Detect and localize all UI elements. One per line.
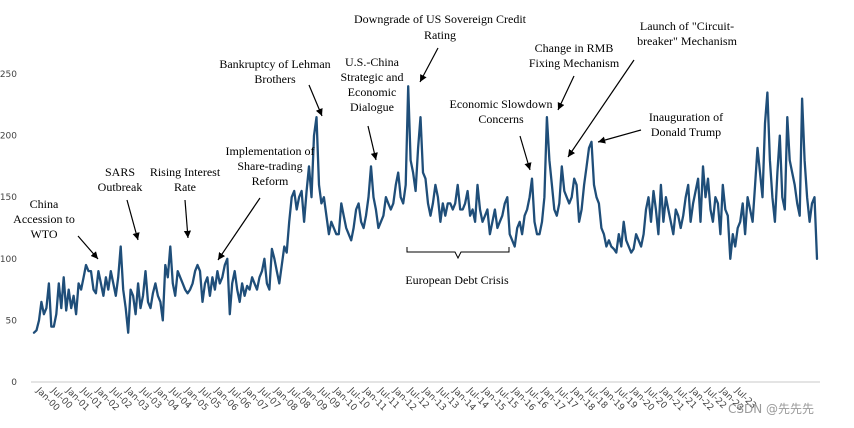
y-tick-label: 0 — [11, 378, 17, 388]
annotation-arrow — [519, 135, 532, 171]
annotation-arrow — [77, 235, 99, 260]
annotation-arrow — [419, 47, 439, 83]
y-tick-label: 50 — [6, 316, 18, 326]
annotation-arrow — [308, 84, 323, 117]
annotation: Bankruptcy of Lehman Brothers — [219, 57, 331, 117]
annotation-arrow — [217, 197, 261, 261]
annotation: European Debt Crisis — [405, 273, 509, 287]
annotation-text: Economic Slowdown Concerns — [450, 97, 553, 126]
y-tick-label: 100 — [0, 255, 17, 265]
annotation: Change in RMB Fixing Mechanism — [529, 41, 620, 111]
y-tick-label: 150 — [0, 193, 17, 203]
european-debt-crisis-bracket — [406, 247, 510, 260]
annotation: Launch of "Circuit-breaker" Mechanism — [567, 19, 738, 158]
annotation-text: China Accession to WTO — [13, 197, 75, 241]
annotation-arrow — [126, 199, 140, 241]
y-tick-label: 250 — [0, 70, 17, 80]
annotation: China Accession to WTO — [13, 197, 99, 260]
annotation: Rising Interest Rate — [150, 165, 221, 239]
annotation-text: U.S.-China Strategic and Economic Dialogue — [341, 55, 404, 114]
annotation-text: Bankruptcy of Lehman Brothers — [219, 57, 330, 86]
annotation-text: Implementation of Share-trading Reform — [226, 144, 315, 188]
annotation-text: Downgrade of US Sovereign Credit Rating — [354, 12, 527, 42]
annotation-text: Launch of "Circuit-breaker" Mechanism — [637, 19, 738, 48]
annotation: Implementation of Share-trading Reform — [217, 144, 315, 261]
annotation-arrow — [183, 199, 192, 239]
annotation-arrow — [597, 129, 642, 144]
annotation-arrow — [557, 75, 575, 111]
annotation: Downgrade of US Sovereign Credit Rating — [354, 12, 527, 83]
annotation: Inauguration of Donald Trump — [597, 110, 723, 144]
annotation-text: Rising Interest Rate — [150, 165, 221, 194]
annotation-text: European Debt Crisis — [405, 273, 509, 287]
annotation-text: Change in RMB Fixing Mechanism — [529, 41, 620, 70]
annotation-text: Inauguration of Donald Trump — [649, 110, 723, 139]
annotation-text: SARS Outbreak — [98, 165, 143, 194]
watermark-text: CSDN @先先先 — [728, 402, 814, 416]
annotation: Economic Slowdown Concerns — [450, 97, 553, 171]
series-line — [32, 85, 819, 334]
y-tick-label: 200 — [0, 132, 17, 142]
annotation-arrow — [367, 125, 378, 161]
annotation-arrow — [567, 59, 635, 158]
annotation: SARS Outbreak — [98, 165, 143, 241]
annotation: U.S.-China Strategic and Economic Dialogue — [341, 55, 404, 161]
